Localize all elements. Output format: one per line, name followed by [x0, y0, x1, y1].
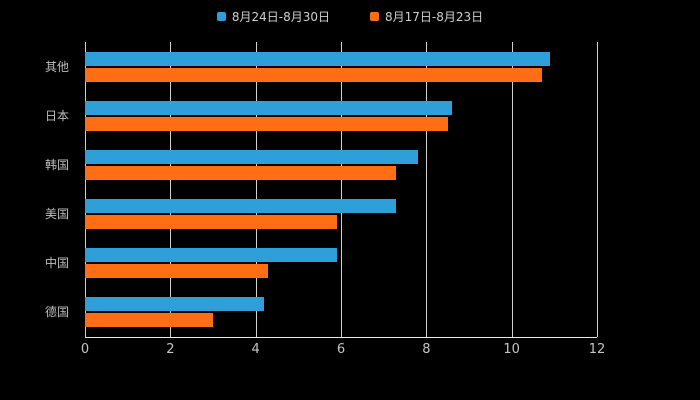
category-label-1: 日本 [45, 108, 70, 123]
legend-item-week1[interactable]: 8月17日-8月23日 [370, 8, 483, 25]
legend-swatch-blue-icon [216, 12, 226, 21]
bar-week1-5 [85, 313, 213, 328]
gridline-x-2 [170, 42, 172, 337]
category-label-2: 韩国 [45, 157, 70, 172]
gridline-x-6 [341, 42, 342, 337]
bar-week1-4 [85, 264, 269, 279]
gridline-x-0 [85, 42, 86, 337]
bar-week1-0 [85, 67, 542, 82]
category-label-5: 德国 [45, 305, 70, 320]
legend-item-week2[interactable]: 8月24日-8月30日 [216, 8, 330, 25]
bar-week1-2 [85, 165, 397, 180]
x-tick-label-12: 12 [588, 342, 606, 357]
x-tick-label-8: 8 [422, 342, 431, 357]
category-label-0: 其他 [45, 59, 70, 74]
x-tick-label-2: 2 [166, 342, 175, 357]
bar-week2-1 [85, 100, 452, 115]
x-tick-label-4: 4 [251, 342, 260, 357]
gridline-x-12 [597, 42, 598, 337]
bar-week2-5 [85, 297, 265, 312]
x-tick-label-10: 10 [503, 342, 520, 357]
gridline-x-4 [255, 42, 257, 337]
legend-label-week2: 8月24日-8月30日 [231, 10, 330, 24]
legend-label-week1: 8月17日-8月23日 [385, 10, 484, 24]
gridline-x-10 [511, 42, 513, 337]
bar-week2-3 [85, 199, 397, 214]
plot-area [85, 42, 598, 338]
x-axis-labels: 0 2 4 6 8 10 12 [81, 340, 605, 360]
legend-swatch-orange-icon [370, 12, 379, 21]
bar-week2-4 [85, 248, 337, 263]
bar-week2-2 [85, 149, 418, 164]
gridline-x-8 [426, 42, 428, 337]
category-label-3: 美国 [45, 207, 70, 222]
category-label-4: 中国 [45, 256, 70, 271]
bar-week2-0 [85, 51, 551, 66]
x-tick-label-0: 0 [80, 342, 90, 357]
x-tick-label-6: 6 [336, 342, 346, 357]
bar-week1-1 [85, 116, 448, 131]
legend: 8月24日-8月30日 8月17日-8月23日 [0, 8, 700, 25]
bar-week1-3 [85, 215, 337, 230]
